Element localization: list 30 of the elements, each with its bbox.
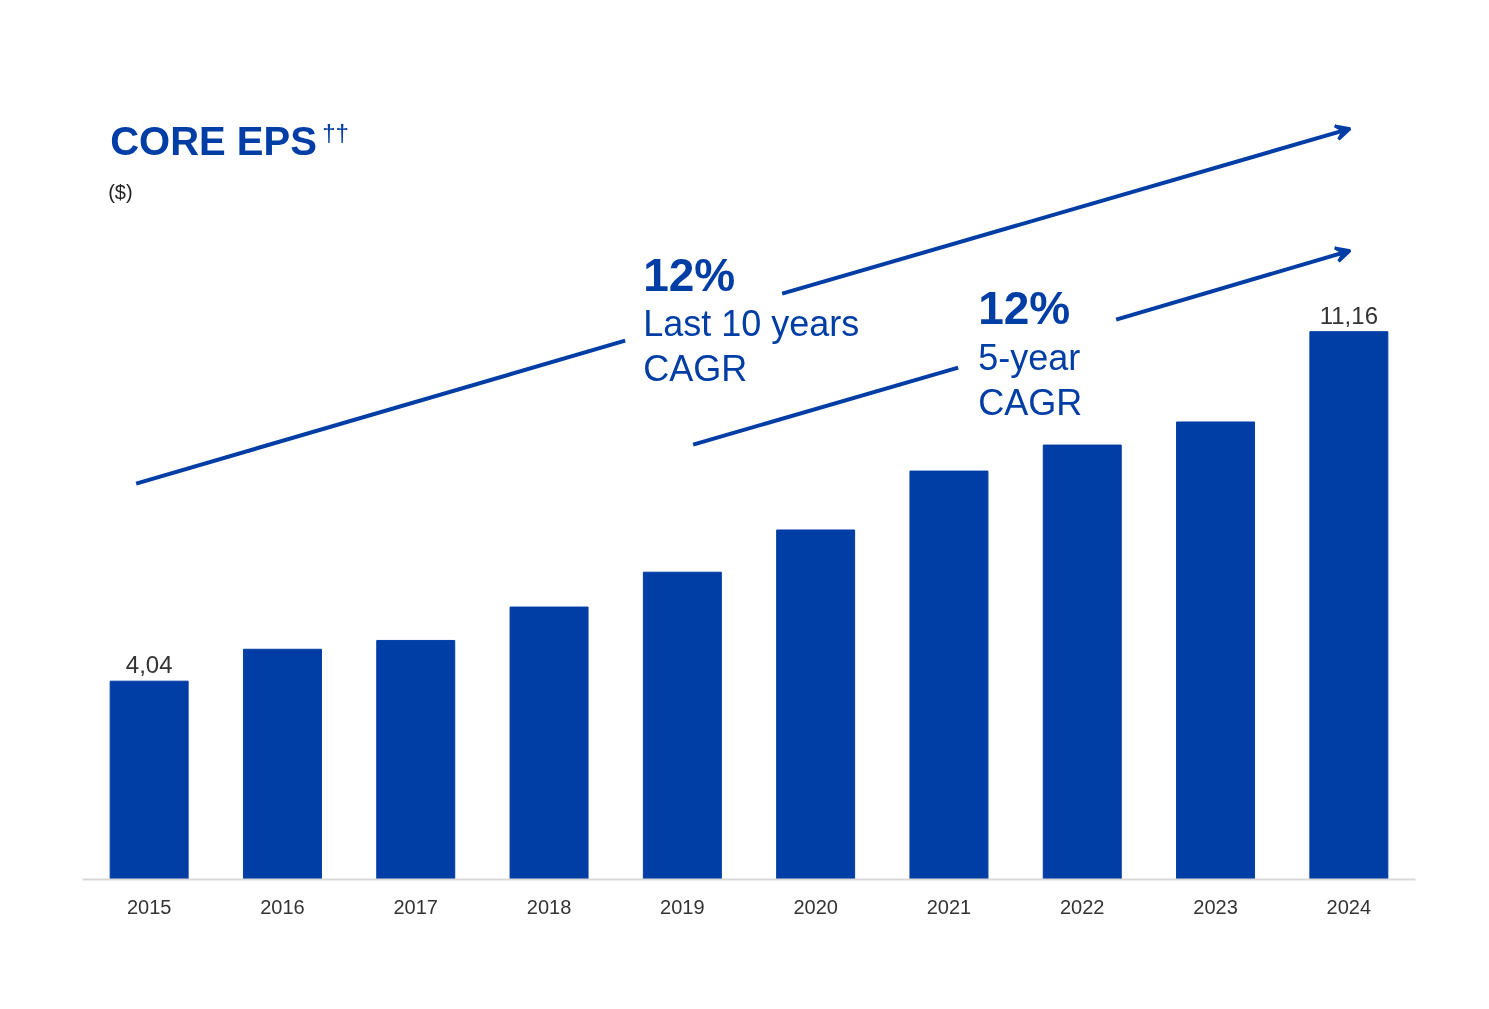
- bar: [376, 639, 456, 880]
- bar: [109, 680, 189, 880]
- x-tick-label: 2021: [926, 895, 972, 918]
- x-tick-label: 2016: [260, 895, 305, 918]
- annotation: CAGR: [643, 347, 748, 389]
- x-tick-label: 2018: [526, 895, 572, 918]
- bar: [509, 606, 589, 880]
- annotation: CAGR: [978, 381, 1083, 423]
- bar: [642, 571, 722, 880]
- x-tick-label: 2017: [393, 895, 438, 918]
- bar: [242, 648, 322, 880]
- chart-title: CORE EPS††: [110, 118, 349, 163]
- annotation: 12%: [978, 281, 1071, 334]
- bar: [1042, 444, 1122, 880]
- x-tick-label: 2019: [660, 895, 705, 918]
- x-tick-label: 2023: [1193, 895, 1238, 918]
- bar: [1309, 331, 1389, 880]
- chart-subtitle: ($): [108, 180, 133, 203]
- x-tick-label: 2020: [793, 895, 838, 918]
- bar: [776, 529, 856, 880]
- annotation: Last 10 years: [643, 302, 860, 344]
- x-tick-label: 2015: [126, 895, 172, 918]
- annotation: 5-year: [978, 336, 1081, 378]
- bar: [909, 470, 989, 880]
- text: 12%: [643, 248, 736, 301]
- x-tick-label: 2022: [1060, 895, 1105, 918]
- data-label: 11,16: [1319, 301, 1378, 329]
- data-label: 4,04: [125, 651, 173, 679]
- bar: [1176, 421, 1256, 880]
- x-tick-label: 2024: [1326, 895, 1372, 918]
